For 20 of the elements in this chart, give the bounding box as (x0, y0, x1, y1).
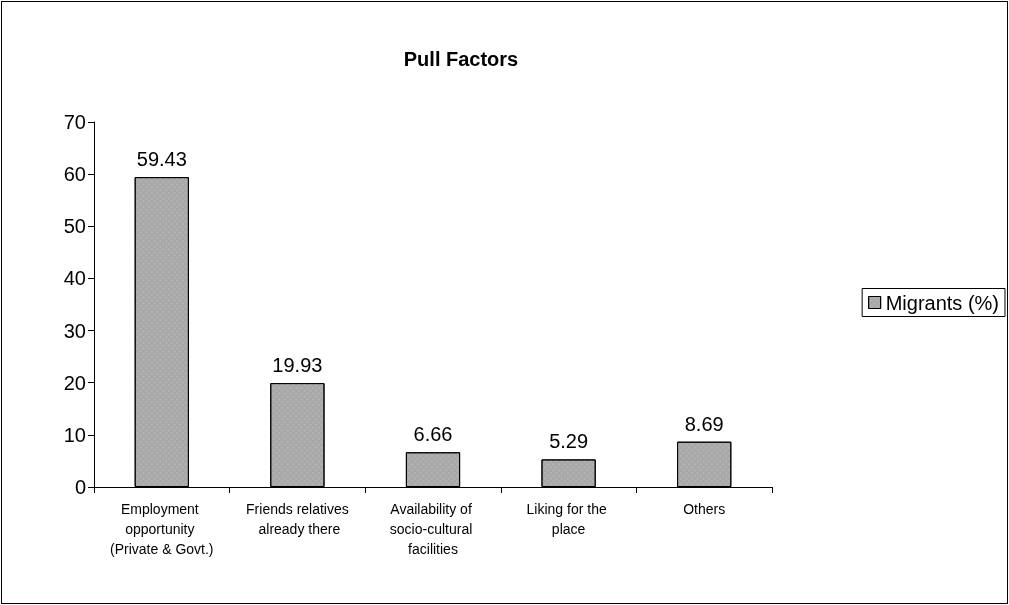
data-label: 6.66 (413, 423, 453, 446)
chart-title: Pull Factors (403, 48, 519, 70)
y-tick-label: 0 (74, 476, 86, 498)
y-tick-label: 50 (63, 215, 86, 238)
x-tick-label: Employment opportunity (Private & Govt.) (110, 501, 214, 557)
data-label: 8.69 (684, 412, 724, 435)
y-tick-label: 70 (63, 111, 86, 133)
x-tick-label: Others (683, 501, 726, 517)
x-tick-label: Friends relatives already there (246, 501, 349, 537)
data-label: 59.43 (136, 148, 187, 171)
data-label: 5.29 (549, 430, 589, 453)
x-tick-label: Liking for the place (526, 501, 611, 537)
y-tick-label: 10 (63, 423, 86, 446)
y-tick-label: 40 (63, 267, 86, 290)
legend-label: Migrants (%) (885, 291, 1000, 314)
x-tick-label: Availability of socio-cultural facilities (389, 501, 477, 557)
y-tick-label: 20 (63, 371, 86, 394)
data-label: 19.93 (272, 354, 323, 377)
y-tick-label: 30 (63, 319, 86, 342)
y-tick-label: 60 (63, 163, 86, 186)
